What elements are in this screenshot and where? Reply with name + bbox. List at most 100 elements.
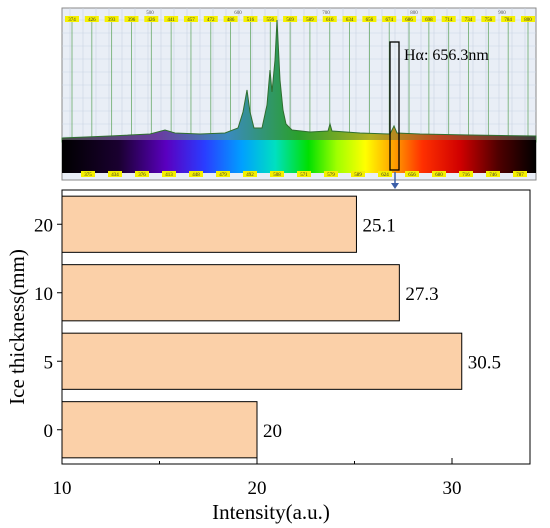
spectrum-bottom-label: 479	[219, 173, 227, 178]
spectrum-scale-label: 900	[498, 11, 506, 16]
spectrum-bottom-line-labels: 375 434 376 413 448 479 492 508 571 579 589 624 656 6…	[81, 171, 527, 178]
spectrum-bottom-label: 571	[300, 173, 308, 178]
spectrum-bottom-label: 434	[111, 173, 119, 178]
bar-10mm	[61, 264, 400, 322]
spectrum-line-tag	[461, 16, 476, 22]
spectrum-scale-labels: 500 600 700 800 900	[146, 11, 506, 16]
spectrum-bottom-tag	[351, 171, 365, 177]
y-axis-ticks: 0 5 10 20	[34, 215, 62, 442]
spectrum-scale-label: 700	[322, 11, 330, 16]
spectrum-bottom-label: 579	[327, 173, 335, 178]
spectrum-line-tag	[223, 16, 238, 22]
value-label-0mm: 20	[263, 421, 282, 442]
spectrum-bottom-label: 508	[273, 173, 281, 178]
spectrum-line-tag	[263, 16, 278, 22]
spectrum-bottom-label: 413	[165, 173, 173, 178]
spectrum-line-tag	[164, 16, 179, 22]
spectrum-top-line-labels: 374 426 393 396 426 441 457 472 486 516 556 569 589 6…	[65, 16, 535, 23]
bar-chart: 20 30.5 27.3 25.1 0 5 10 20 10 20 30 Intensity(a…	[5, 189, 531, 524]
spectrum-line-label: 656	[366, 18, 374, 23]
spectrum-line-label: 616	[326, 18, 334, 23]
spectrum-line-label: 374	[68, 18, 76, 23]
spectrum-line-tag	[441, 16, 456, 22]
y-tick-label-10: 10	[34, 284, 53, 305]
x-axis-ticks: 10 20 30	[53, 458, 462, 499]
spectrum-line-tag	[501, 16, 516, 22]
spectrum-bottom-label: 656	[408, 173, 416, 178]
spectrum-line-label: 426	[88, 18, 96, 23]
spectrum-line-tag	[144, 16, 159, 22]
spectrum-scale-label: 500	[146, 11, 154, 16]
spectrum-line-tag	[382, 16, 397, 22]
value-label-20mm: 25.1	[362, 215, 395, 236]
bar-0mm	[61, 401, 258, 459]
spectrum-bottom-label: 375	[84, 173, 92, 178]
spectrum-curve	[61, 19, 537, 143]
spectrum-line-tag	[362, 16, 377, 22]
spectrum-bottom-tag	[432, 171, 446, 177]
spectrum-line-label: 784	[504, 18, 512, 23]
spectrum-line-label: 486	[227, 18, 235, 23]
y-tick-label-20: 20	[34, 215, 53, 236]
x-tick-label-10: 10	[53, 478, 72, 499]
spectrum-bottom-tag	[270, 171, 284, 177]
spectrum-color-band	[62, 140, 536, 173]
spectrum-line-label: 426	[148, 18, 156, 23]
spectrum-bottom-label: 746	[489, 173, 497, 178]
spectrum-line-tag	[243, 16, 258, 22]
spectrum-line-label: 516	[247, 18, 255, 23]
spectrum-bottom-tag	[135, 171, 149, 177]
y-tick-label-0: 0	[44, 421, 54, 442]
spectrum-bottom-tag	[378, 171, 392, 177]
y-axis-label: Ice thickness(mm)	[5, 249, 29, 405]
spectrum-line-tag	[342, 16, 357, 22]
spectrum-line-tag	[481, 16, 496, 22]
spectrum-bottom-label: 716	[462, 173, 470, 178]
spectrum-line-tag	[283, 16, 298, 22]
spectrum-line-tag	[402, 16, 417, 22]
spectrum-line-tag	[421, 16, 436, 22]
spectrum-bottom-tag	[216, 171, 230, 177]
spectrum-bottom-tag	[243, 171, 257, 177]
x-axis-label: Intensity(a.u.)	[212, 500, 330, 524]
spectrum-bottom-label: 624	[381, 173, 389, 178]
spectrum-bottom-tag	[108, 171, 122, 177]
y-tick-label-5: 5	[44, 352, 54, 373]
spectrum-panel: 374 426 393 396 426 441 457 472 486 516 556 569 589 6…	[61, 7, 537, 189]
spectrum-bottom-tag	[486, 171, 500, 177]
spectrum-line-label: 698	[425, 18, 433, 23]
spectrum-line-label: 396	[128, 18, 136, 23]
spectrum-bottom-tag	[189, 171, 203, 177]
spectrum-line-label: 393	[108, 18, 116, 23]
h-alpha-arrow-head	[391, 183, 399, 189]
spectrum-bottom-label: 376	[138, 173, 146, 178]
spectrum-line-label: 714	[445, 18, 453, 23]
x-tick-label-30: 30	[443, 478, 462, 499]
spectrum-bottom-tag	[513, 171, 527, 177]
spectrum-bottom-tag	[405, 171, 419, 177]
spectrum-bottom-tag	[81, 171, 95, 177]
value-label-5mm: 30.5	[468, 352, 501, 373]
spectrum-scale-label: 800	[410, 11, 418, 16]
spectrum-line-tag	[322, 16, 337, 22]
spectrum-bottom-tag	[162, 171, 176, 177]
spectrum-line-label: 472	[207, 18, 215, 23]
spectrum-line-tag	[183, 16, 198, 22]
spectrum-line-label: 634	[346, 18, 354, 23]
spectrum-line-label: 441	[167, 18, 175, 23]
spectrum-line-tag	[65, 16, 79, 22]
spectrum-line-label: 800	[524, 18, 532, 23]
spectrum-grid	[62, 8, 536, 140]
h-alpha-highlight-box	[389, 41, 400, 171]
spectrum-line-label: 756	[485, 18, 493, 23]
spectrum-bottom-tag	[459, 171, 473, 177]
spectrum-line-label: 569	[286, 18, 294, 23]
spectrum-bottom-tag	[297, 171, 311, 177]
spectrum-bottom-label: 448	[192, 173, 200, 178]
spectrum-line-tag	[104, 16, 119, 22]
spectrum-bottom-label: 589	[354, 173, 362, 178]
bars-group	[61, 195, 463, 459]
spectrum-line-tag	[203, 16, 218, 22]
spectrum-line-label: 457	[187, 18, 195, 23]
spectrum-line-tag	[521, 16, 535, 22]
